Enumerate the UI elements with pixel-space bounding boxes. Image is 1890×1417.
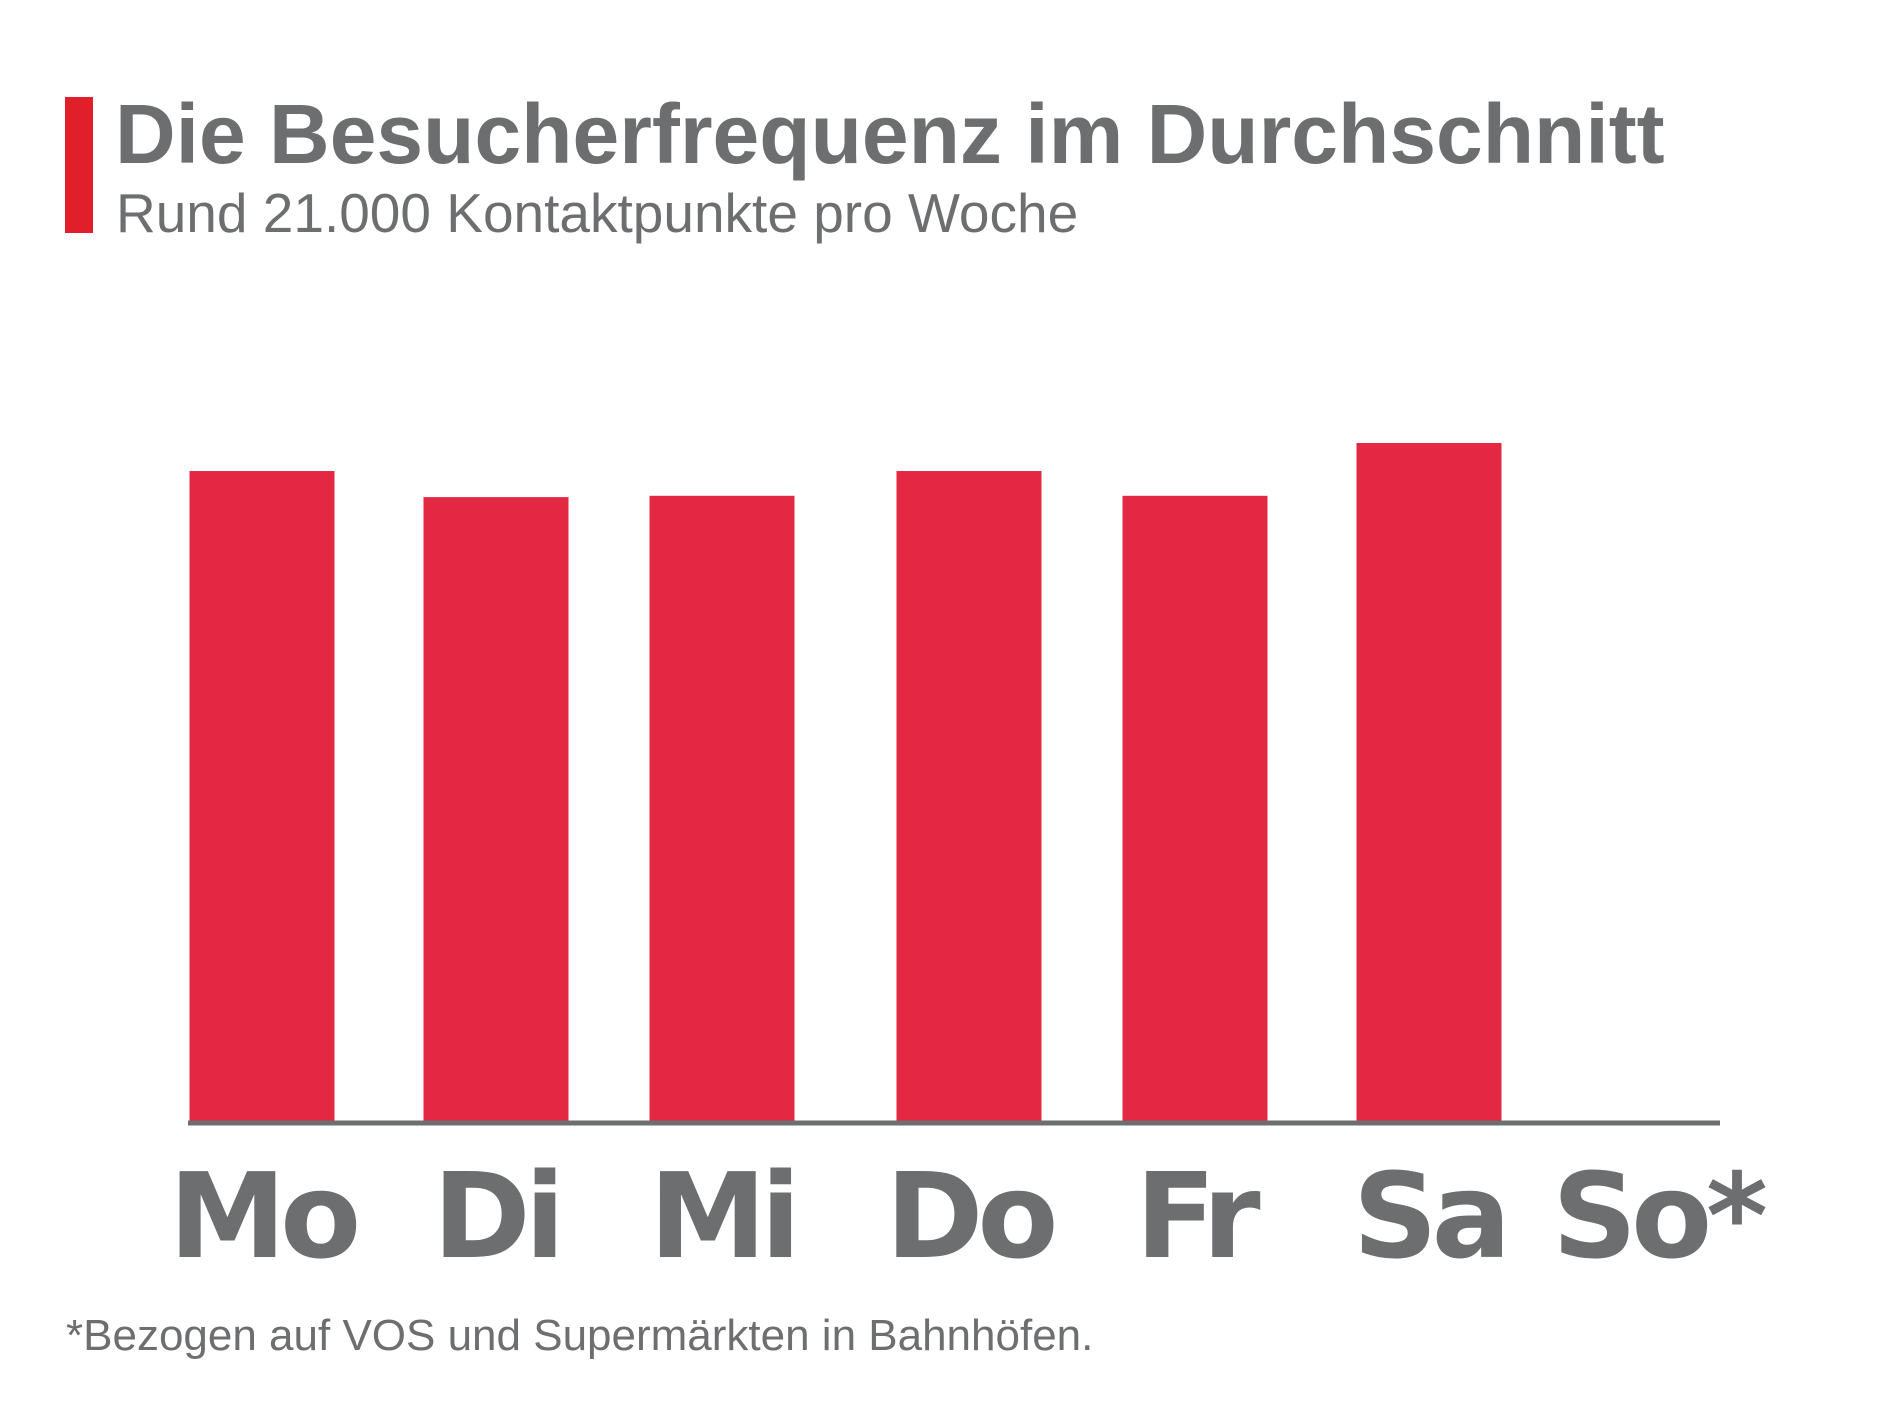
category-label-fr: Fr	[1135, 1147, 1260, 1285]
category-label-di: Di	[433, 1147, 559, 1285]
title-accent-bar	[65, 97, 93, 233]
category-label-mi: Mi	[649, 1147, 795, 1285]
category-label-do: Do	[885, 1147, 1053, 1285]
chart-title: Die Besucherfrequenz im Durchschnitt	[115, 87, 1665, 181]
bar-di	[423, 497, 569, 1123]
bar-sa	[1356, 443, 1502, 1123]
category-label-group: Mo Di Mi Do Fr Sa So*	[169, 1147, 1772, 1285]
bar-do	[896, 471, 1042, 1123]
bar-fr	[1122, 495, 1268, 1123]
footnote: *Bezogen auf VOS und Supermärkten in Bah…	[66, 1311, 1094, 1360]
bar-mi	[649, 495, 795, 1123]
bar-mo	[189, 471, 335, 1123]
category-label-so: So*	[1552, 1147, 1766, 1285]
chart-subtitle: Rund 21.000 Kontaktpunkte pro Woche	[116, 182, 1079, 244]
category-label-mo: Mo	[169, 1147, 356, 1285]
bar-group	[189, 443, 1502, 1123]
category-label-sa: Sa	[1353, 1147, 1506, 1285]
